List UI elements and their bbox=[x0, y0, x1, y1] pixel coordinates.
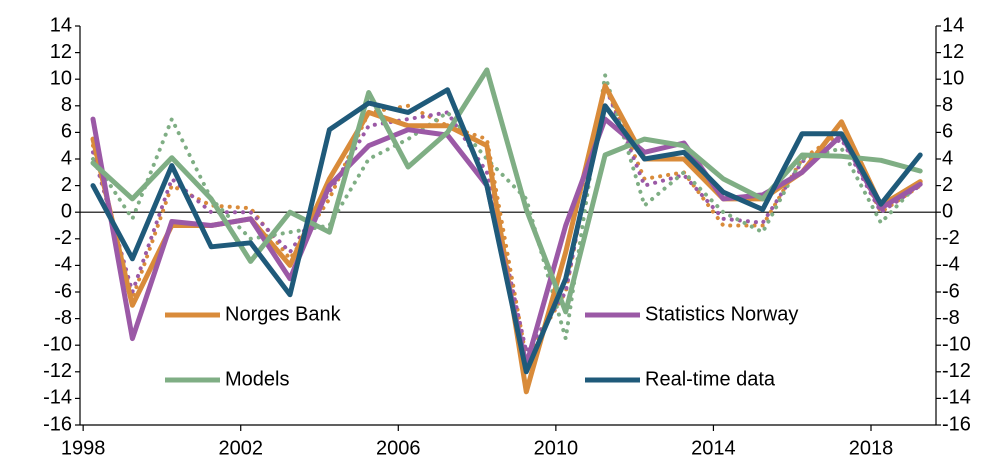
x-tick-label: 1998 bbox=[61, 437, 106, 459]
y2-tick-label: -14 bbox=[942, 387, 971, 409]
y2-tick-label: 8 bbox=[942, 94, 953, 116]
y2-tick-label: 10 bbox=[942, 67, 964, 89]
y-tick-label: -16 bbox=[43, 413, 72, 435]
y-tick-label: 8 bbox=[61, 94, 72, 116]
x-tick-label: 2014 bbox=[691, 437, 736, 459]
y2-tick-label: 12 bbox=[942, 41, 964, 63]
y-tick-label: 14 bbox=[50, 14, 72, 36]
y-tick-label: -12 bbox=[43, 360, 72, 382]
y2-tick-label: -8 bbox=[942, 307, 960, 329]
x-tick-label: 2018 bbox=[849, 437, 894, 459]
y2-tick-label: 14 bbox=[942, 14, 964, 36]
line bbox=[90, 116, 923, 368]
y-tick-label: 4 bbox=[61, 147, 72, 169]
y-tick-label: 12 bbox=[50, 41, 72, 63]
legend-label: Statistics Norway bbox=[645, 303, 798, 325]
line bbox=[90, 87, 923, 375]
y-tick-label: -10 bbox=[43, 333, 72, 355]
y-tick-label: 0 bbox=[61, 200, 72, 222]
y2-tick-label: -4 bbox=[942, 254, 960, 276]
y-tick-label: 10 bbox=[50, 67, 72, 89]
legend-label: Models bbox=[225, 368, 289, 390]
y-tick-label: -6 bbox=[54, 280, 72, 302]
y-tick-label: -4 bbox=[54, 254, 72, 276]
y2-tick-label: -10 bbox=[942, 333, 971, 355]
legend-label: Norges Bank bbox=[225, 303, 342, 325]
y-tick-label: 2 bbox=[61, 174, 72, 196]
y2-tick-label: 2 bbox=[942, 174, 953, 196]
x-tick-label: 2010 bbox=[534, 437, 579, 459]
y2-tick-label: -16 bbox=[942, 413, 971, 435]
y-tick-label: -14 bbox=[43, 387, 72, 409]
y2-tick-label: 6 bbox=[942, 121, 953, 143]
y2-tick-label: 0 bbox=[942, 200, 953, 222]
x-tick-label: 2002 bbox=[218, 437, 263, 459]
y2-tick-label: -6 bbox=[942, 280, 960, 302]
y2-tick-label: 4 bbox=[942, 147, 953, 169]
y-tick-label: -2 bbox=[54, 227, 72, 249]
y-tick-label: 6 bbox=[61, 121, 72, 143]
y2-tick-label: -12 bbox=[942, 360, 971, 382]
x-tick-label: 2006 bbox=[376, 437, 421, 459]
y2-tick-label: -2 bbox=[942, 227, 960, 249]
legend-label: Real-time data bbox=[645, 368, 776, 390]
y-tick-label: -8 bbox=[54, 307, 72, 329]
